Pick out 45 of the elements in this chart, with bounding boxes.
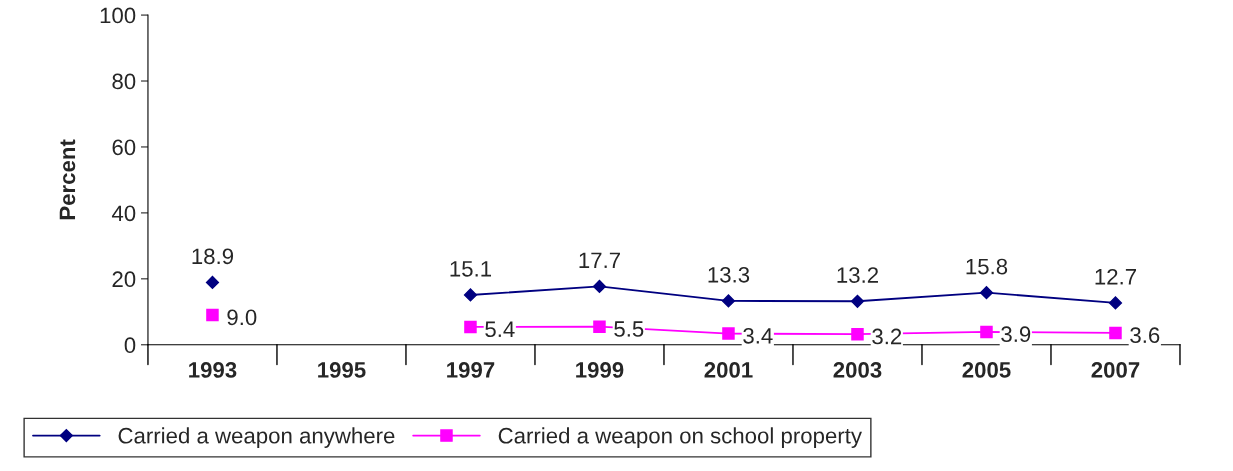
point	[722, 327, 735, 340]
y-tick-label: 100	[100, 7, 136, 24]
y-tick-label: 0	[124, 337, 136, 354]
point	[851, 327, 864, 341]
point	[592, 279, 607, 294]
y-tick-label: 40	[111, 205, 136, 222]
data-label: 13.3	[708, 266, 750, 283]
x-tick-label: 2001	[704, 362, 753, 378]
point	[1109, 326, 1122, 340]
data-label: 5.5	[614, 321, 644, 337]
point	[463, 288, 478, 302]
point	[979, 286, 994, 300]
data-label: 15.1	[450, 261, 492, 277]
data-label: 9.0	[227, 309, 257, 326]
data-label: 5.4	[485, 321, 515, 338]
legend-label: Carried a weapon on school property	[498, 427, 862, 448]
y-axis-title: Percent	[59, 139, 76, 220]
point	[464, 320, 477, 334]
y-tick-label: 80	[112, 73, 136, 90]
point	[593, 320, 606, 333]
y-tick-label: 60	[112, 139, 136, 156]
legend-label: Carried a weapon anywhere	[118, 427, 395, 448]
point	[980, 325, 993, 339]
data-label: 13.2	[837, 267, 878, 283]
x-tick-label: 1993	[189, 362, 237, 378]
x-tick-label: 1995	[318, 362, 366, 378]
x-tick-label: 1997	[447, 362, 495, 378]
x-tick-label: 2003	[833, 362, 882, 378]
data-label: 3.6	[1130, 327, 1160, 344]
data-label: 12.7	[1095, 268, 1136, 285]
point	[206, 308, 219, 322]
y-tick-label: 20	[112, 271, 136, 288]
point	[850, 294, 865, 308]
data-label: 3.4	[743, 327, 773, 344]
point	[1108, 296, 1123, 310]
data-label: 15.8	[966, 258, 1008, 275]
x-tick-label: 2007	[1091, 362, 1140, 378]
data-label: 17.7	[579, 252, 620, 268]
data-label: 18.9	[192, 248, 234, 265]
point	[721, 294, 736, 308]
x-tick-label: 1999	[576, 362, 624, 378]
point	[205, 275, 220, 290]
data-label: 3.2	[872, 328, 902, 345]
x-tick-label: 2005	[962, 362, 1011, 378]
data-label: 3.9	[1001, 326, 1031, 343]
